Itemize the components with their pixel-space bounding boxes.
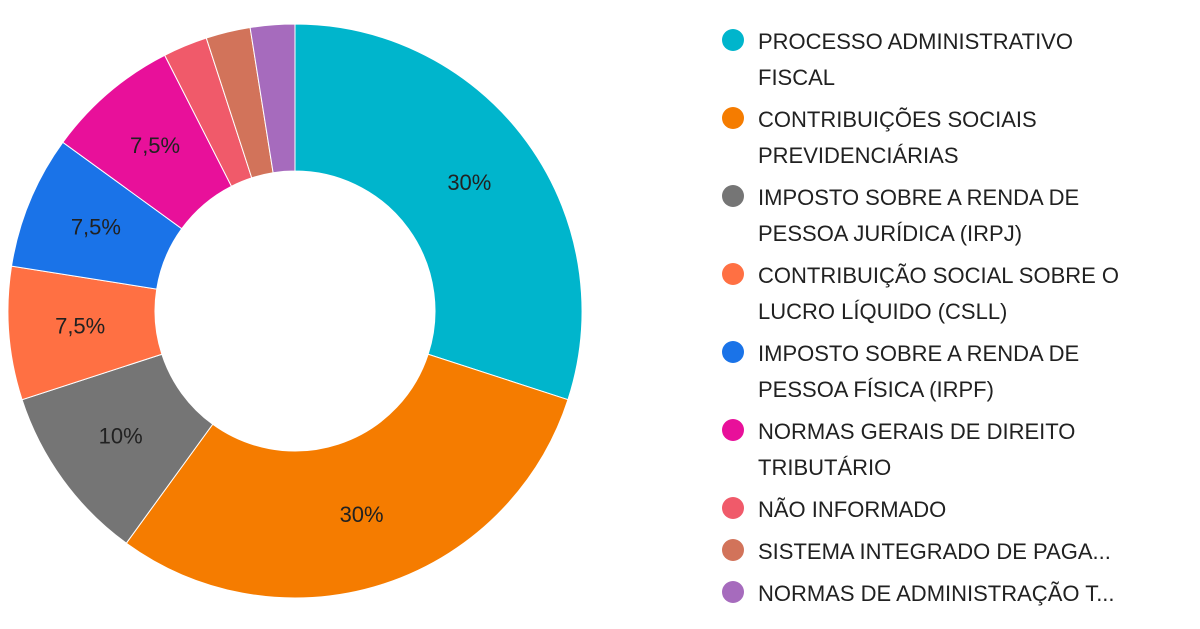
legend-swatch-icon — [722, 263, 744, 285]
legend-label: NÃO INFORMADO — [758, 497, 947, 522]
legend-item[interactable]: CONTRIBUIÇÕES SOCIAIS PREVIDENCIÁRIAS — [722, 102, 1172, 174]
legend-label: NORMAS GERAIS DE DIREITO TRIBUTÁRIO — [758, 419, 1076, 480]
legend-item[interactable]: NORMAS GERAIS DE DIREITO TRIBUTÁRIO — [722, 414, 1172, 486]
slice-data-label: 30% — [447, 170, 491, 195]
slice-data-label: 10% — [99, 423, 143, 448]
legend-swatch-icon — [722, 185, 744, 207]
donut-chart-svg: 30% 30% 10% 7,5% 7,5% 7,5% — [7, 23, 583, 599]
slice-data-label: 30% — [340, 502, 384, 527]
legend-label: IMPOSTO SOBRE A RENDA DE PESSOA FÍSICA (… — [758, 341, 1080, 402]
donut-slice[interactable] — [125, 353, 569, 599]
legend-item[interactable]: IMPOSTO SOBRE A RENDA DE PESSOA JURÍDICA… — [722, 180, 1172, 252]
legend-item[interactable]: CONTRIBUIÇÃO SOCIAL SOBRE O LUCRO LÍQUID… — [722, 258, 1172, 330]
legend-swatch-icon — [722, 581, 744, 603]
legend-label: PROCESSO ADMINISTRATIVO FISCAL — [758, 29, 1073, 90]
donut-slice[interactable] — [249, 23, 296, 174]
donut-chart: 30% 30% 10% 7,5% 7,5% 7,5% — [7, 23, 583, 599]
legend-item[interactable]: SISTEMA INTEGRADO DE PAGA... — [722, 534, 1172, 570]
slice-data-label: 7,5% — [71, 214, 121, 239]
legend-swatch-icon — [722, 539, 744, 561]
legend-label: NORMAS DE ADMINISTRAÇÃO T... — [758, 581, 1115, 606]
legend-swatch-icon — [722, 497, 744, 519]
legend-label: SISTEMA INTEGRADO DE PAGA... — [758, 539, 1111, 564]
legend-item[interactable]: NORMAS DE ADMINISTRAÇÃO T... — [722, 576, 1172, 612]
legend-label: CONTRIBUIÇÕES SOCIAIS PREVIDENCIÁRIAS — [758, 107, 1037, 168]
slice-data-label: 7,5% — [130, 133, 180, 158]
slice-data-label: 7,5% — [55, 314, 105, 339]
legend-label: CONTRIBUIÇÃO SOCIAL SOBRE O LUCRO LÍQUID… — [758, 263, 1120, 324]
legend-label: IMPOSTO SOBRE A RENDA DE PESSOA JURÍDICA… — [758, 185, 1080, 246]
legend-swatch-icon — [722, 419, 744, 441]
legend-swatch-icon — [722, 29, 744, 51]
legend-item[interactable]: NÃO INFORMADO — [722, 492, 1172, 528]
legend-swatch-icon — [722, 341, 744, 363]
chart-legend: PROCESSO ADMINISTRATIVO FISCAL CONTRIBUIÇ… — [722, 24, 1172, 618]
donut-slice[interactable] — [294, 23, 583, 401]
legend-item[interactable]: IMPOSTO SOBRE A RENDA DE PESSOA FÍSICA (… — [722, 336, 1172, 408]
legend-item[interactable]: PROCESSO ADMINISTRATIVO FISCAL — [722, 24, 1172, 96]
legend-swatch-icon — [722, 107, 744, 129]
